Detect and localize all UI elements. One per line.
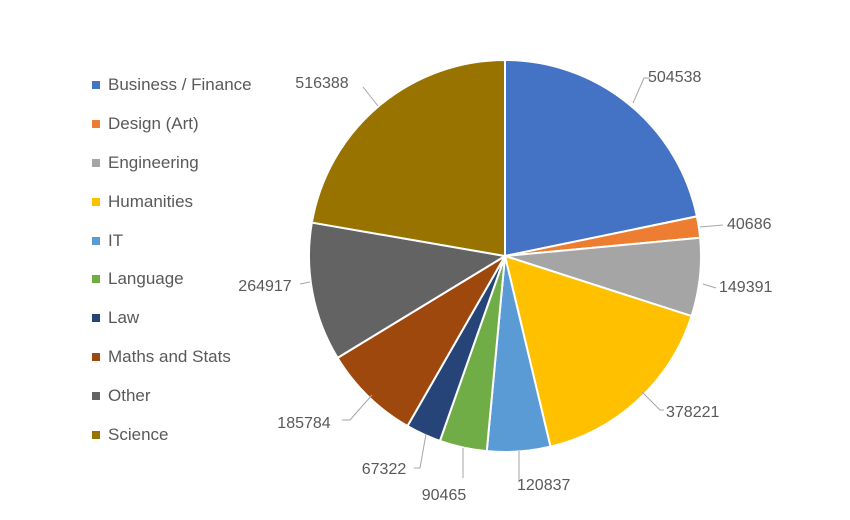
legend-label: IT: [108, 230, 124, 250]
legend-item-engineering: Engineering: [92, 144, 252, 183]
legend-item-business-finance: Business / Finance: [92, 66, 252, 105]
legend-swatch: [92, 352, 100, 361]
legend-label: Design (Art): [108, 114, 199, 134]
leader-line-other: [299, 281, 311, 285]
legend-swatch: [92, 158, 100, 167]
legend-label: Other: [108, 385, 151, 405]
leader-line-engineering: [702, 283, 717, 289]
data-label-engineering: 149391: [719, 279, 772, 296]
data-label-it: 120837: [517, 477, 570, 494]
data-label-design-art: 40686: [727, 216, 772, 233]
legend-item-humanities: Humanities: [92, 182, 252, 221]
legend-item-other: Other: [92, 376, 252, 415]
data-label-maths-and-stats: 185784: [277, 415, 330, 432]
leader-line-design-art: [699, 224, 724, 228]
data-label-law: 67322: [362, 461, 407, 478]
leader-line-humanities: [641, 391, 664, 411]
pie-slice-science: [310, 59, 506, 257]
leader-line-law: [414, 433, 427, 469]
pie-slice-other: [308, 221, 506, 359]
pie-slice-humanities: [504, 255, 693, 448]
legend-swatch: [92, 236, 100, 245]
leader-line-science: [362, 86, 379, 107]
legend-label: Language: [108, 269, 184, 289]
legend-swatch: [92, 430, 100, 439]
data-label-humanities: 378221: [666, 404, 719, 421]
pie-slice-maths-and-stats: [336, 255, 506, 428]
legend-item-it: IT: [92, 221, 252, 260]
data-label-business-finance: 504538: [648, 69, 701, 86]
legend-label: Law: [108, 308, 140, 328]
legend-item-language: Language: [92, 260, 252, 299]
legend-swatch: [92, 197, 100, 206]
legend-label: Business / Finance: [108, 75, 252, 95]
legend-label: Science: [108, 424, 169, 444]
legend-item-law: Law: [92, 299, 252, 338]
leader-line-maths-and-stats: [342, 394, 373, 421]
legend-label: Maths and Stats: [108, 346, 231, 366]
legend-swatch: [92, 120, 100, 129]
legend: Business / Finance Design (Art) Engineerin…: [92, 66, 252, 454]
data-label-science: 516388: [295, 75, 348, 92]
data-label-other: 264917: [238, 278, 291, 295]
legend-swatch: [92, 81, 100, 90]
data-label-language: 90465: [422, 487, 467, 504]
data-labels: 504538 40686 149391 378221 120837 90465 67322 1…: [238, 69, 772, 504]
legend-item-design-art: Design (Art): [92, 105, 252, 144]
leader-line-business-finance: [632, 77, 650, 104]
legend-item-maths-and-stats: Maths and Stats: [92, 338, 252, 377]
legend-swatch: [92, 275, 100, 284]
legend-swatch: [92, 314, 100, 323]
legend-item-science: Science: [92, 415, 252, 454]
pie-slices: [308, 59, 702, 453]
pie-slice-business-finance: [504, 59, 698, 257]
legend-label: Humanities: [108, 191, 194, 211]
legend-swatch: [92, 391, 100, 400]
legend-label: Engineering: [108, 152, 199, 172]
